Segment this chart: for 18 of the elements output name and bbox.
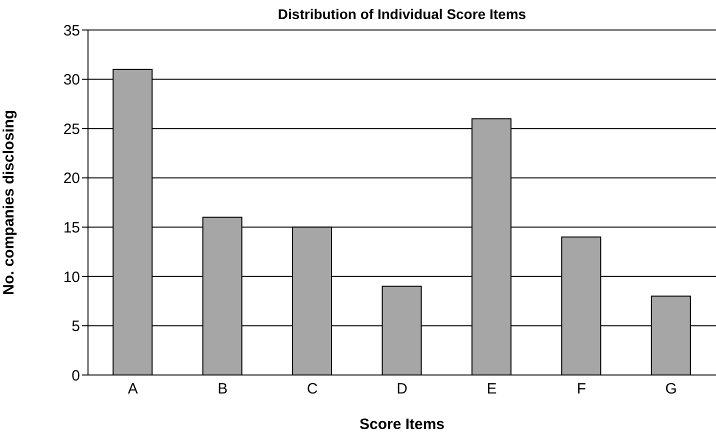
x-tick-label: F [576, 380, 586, 398]
x-tick-label: B [218, 380, 228, 398]
y-tick-label: 10 [63, 268, 80, 286]
x-tick-label: D [396, 380, 408, 398]
y-tick-label: 25 [63, 120, 80, 138]
y-tick-label: 5 [72, 318, 80, 336]
x-tick-label: G [665, 380, 677, 398]
y-tick-label: 20 [63, 170, 80, 188]
y-axis-title: No. companies disclosing [0, 110, 18, 296]
y-tick-label: 0 [72, 367, 80, 384]
x-tick-label: C [306, 380, 318, 398]
y-tick-label: 15 [63, 219, 80, 236]
x-tick-label: E [486, 380, 497, 398]
x-axis-title: Score Items [359, 416, 445, 433]
chart-title: Distribution of Individual Score Items [276, 6, 528, 22]
y-tick-label: 30 [63, 72, 80, 89]
x-tick-label: A [128, 380, 138, 398]
y-tick-label: 35 [63, 22, 80, 40]
